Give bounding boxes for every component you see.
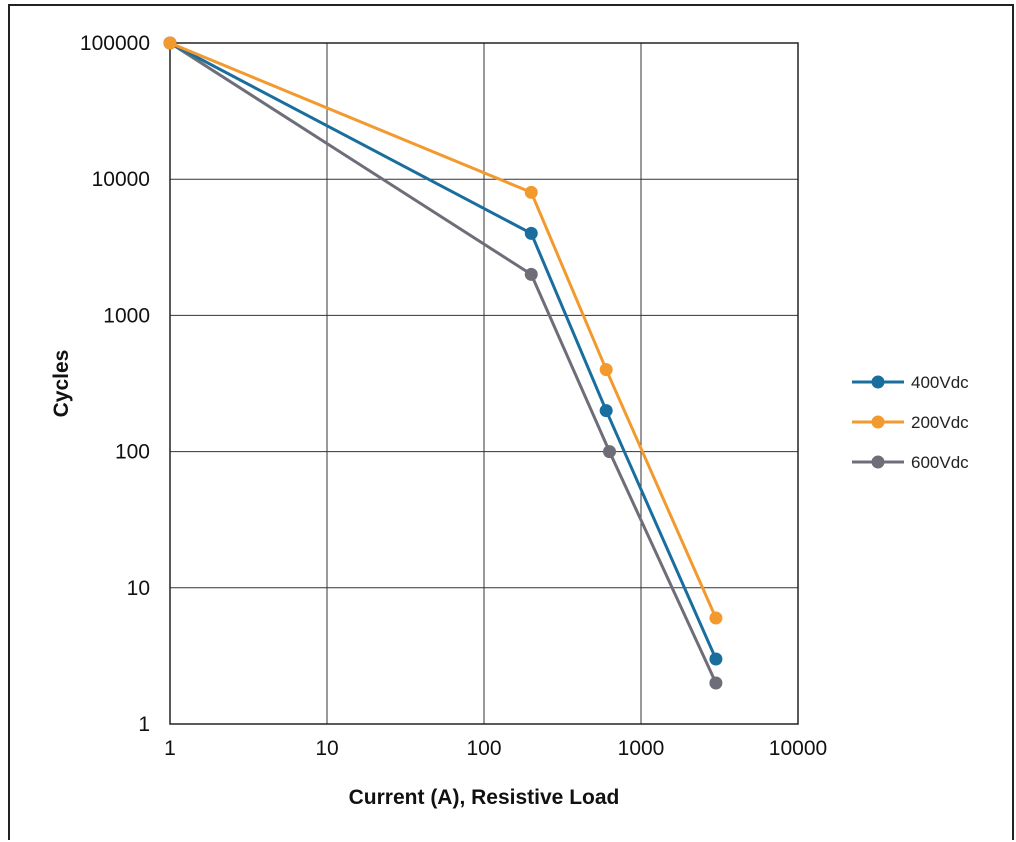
data-point-600Vdc — [602, 445, 616, 459]
x-tick-label: 10000 — [769, 737, 827, 760]
legend-marker — [871, 455, 885, 469]
legend-marker — [871, 415, 885, 429]
series-line-400Vdc — [169, 41, 718, 660]
y-tick-label: 100000 — [80, 32, 150, 55]
y-tick-label: 1000 — [103, 304, 150, 327]
data-point-200Vdc — [599, 363, 613, 377]
series-line-200Vdc — [169, 41, 718, 619]
legend-marker — [871, 375, 885, 389]
x-tick-label: 1 — [164, 737, 176, 760]
data-point-400Vdc — [524, 226, 538, 240]
y-tick-label: 10 — [127, 577, 150, 600]
y-tick-label: 10000 — [92, 168, 150, 191]
legend-label: 400Vdc — [911, 373, 969, 392]
y-tick-label: 100 — [115, 441, 150, 464]
x-tick-labels: 1 10 100 1000 10000 — [164, 737, 827, 760]
legend: 400Vdc 200Vdc 600Vdc — [852, 373, 969, 472]
y-tick-label: 1 — [138, 713, 150, 736]
x-tick-label: 1000 — [618, 737, 665, 760]
x-tick-label: 100 — [466, 737, 501, 760]
legend-label: 200Vdc — [911, 413, 969, 432]
series-line-600Vdc — [169, 41, 718, 684]
data-point-400Vdc — [599, 404, 613, 418]
data-point-200Vdc — [709, 611, 723, 625]
y-tick-labels: 1 10 100 1000 10000 100000 — [80, 32, 150, 736]
data-point-200Vdc — [163, 36, 177, 50]
plot-area — [169, 42, 799, 725]
data-point-600Vdc — [524, 267, 538, 281]
series-layer — [163, 36, 723, 690]
data-point-600Vdc — [709, 676, 723, 690]
chart-frame — [8, 4, 1014, 840]
x-tick-label: 10 — [315, 737, 338, 760]
data-point-200Vdc — [524, 185, 538, 199]
x-axis-title: Current (A), Resistive Load — [349, 786, 620, 809]
y-axis-title: Cycles — [50, 350, 73, 418]
grid-lines — [169, 42, 799, 725]
data-point-400Vdc — [709, 652, 723, 666]
legend-label: 600Vdc — [911, 453, 969, 472]
